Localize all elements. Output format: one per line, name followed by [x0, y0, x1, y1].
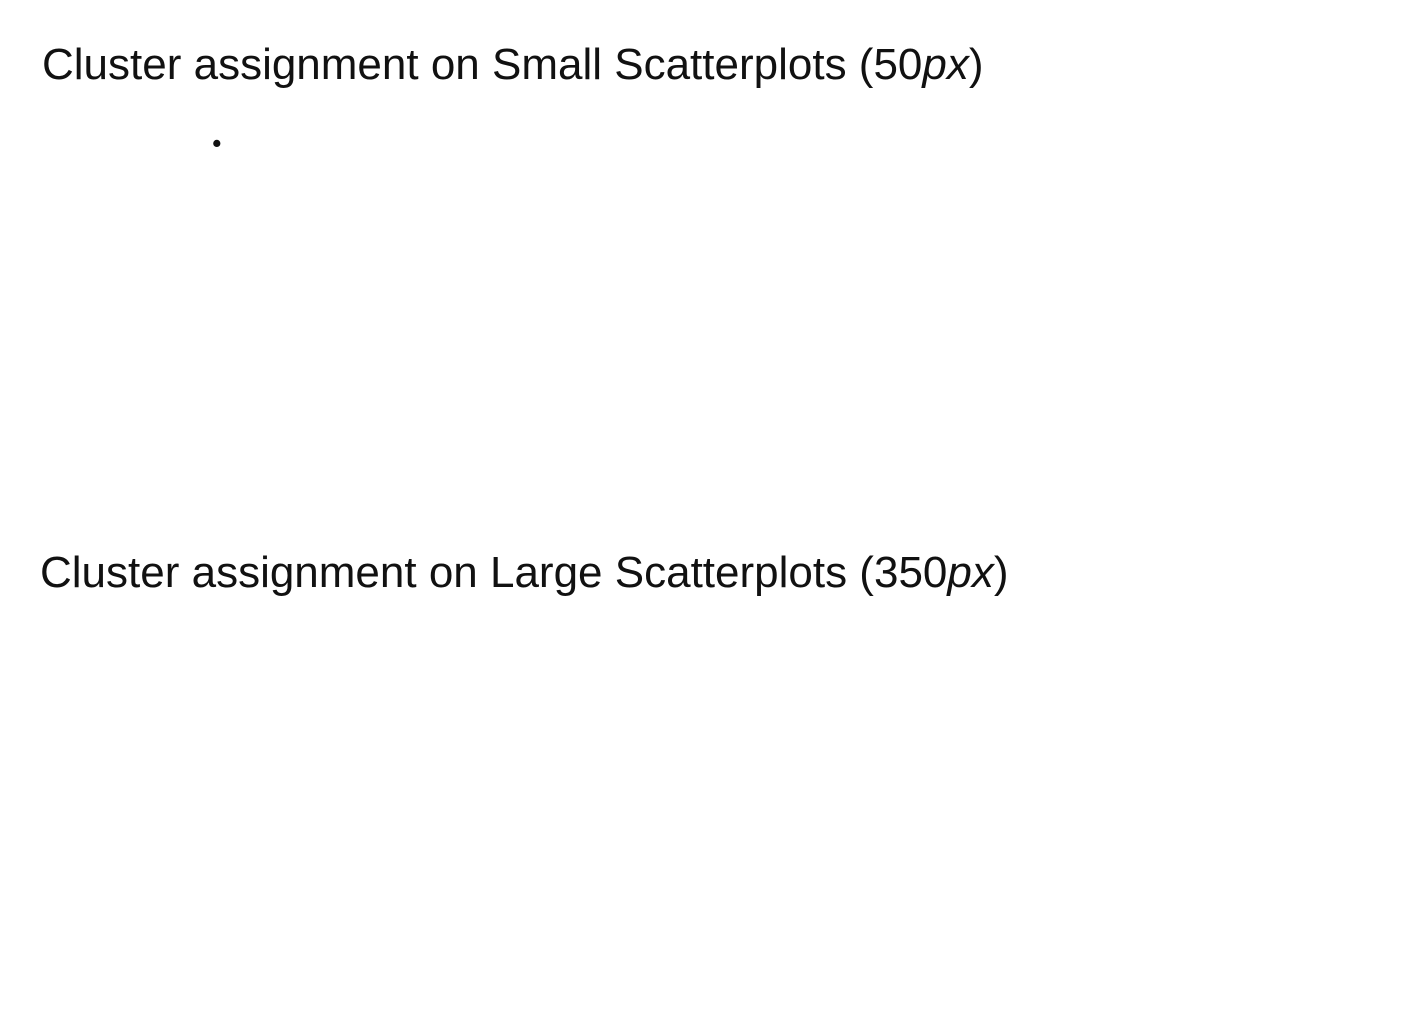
large-section-title: Cluster assignment on Large Scatterplots… [40, 548, 1009, 597]
scatterplot-small-1 [213, 139, 221, 147]
small-section-title: Cluster assignment on Small Scatterplots… [42, 40, 984, 89]
data-point-black [213, 139, 221, 147]
scatterplot-large-3 [0, 0, 300, 150]
